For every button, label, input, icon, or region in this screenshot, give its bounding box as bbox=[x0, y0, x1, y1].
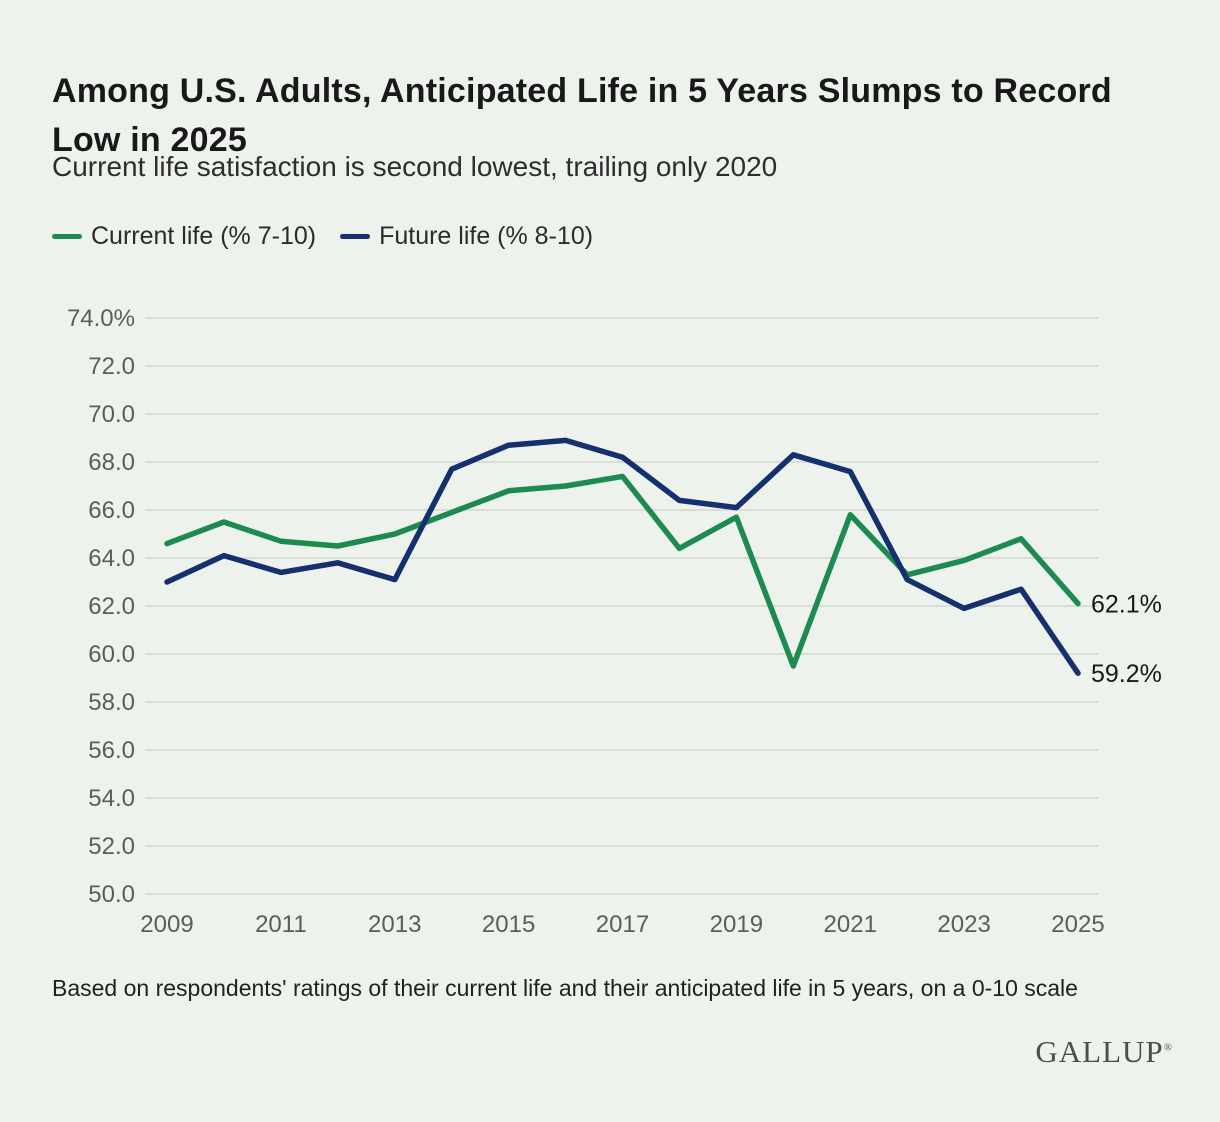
page-title: Among U.S. Adults, Anticipated Life in 5… bbox=[52, 71, 1112, 159]
legend-label: Future life (% 8-10) bbox=[379, 222, 594, 250]
gallup-logo: GALLUP® bbox=[1035, 1034, 1172, 1070]
current-life-line-swatch-icon bbox=[52, 234, 82, 239]
legend-item-current-life: Current life (% 7-10) bbox=[52, 222, 316, 251]
future-life-line-swatch-icon bbox=[340, 234, 371, 239]
y-axis-label: 62.0 bbox=[88, 593, 135, 620]
series-end-label-1: 59.2% bbox=[1091, 660, 1162, 688]
y-axis-label: 52.0 bbox=[88, 833, 135, 860]
x-axis-label: 2013 bbox=[368, 911, 421, 938]
page-subtitle: Current life satisfaction is second lowe… bbox=[52, 151, 778, 182]
x-axis-label: 2019 bbox=[710, 911, 763, 938]
chart-footnote: Based on respondents' ratings of their c… bbox=[52, 975, 1078, 1001]
y-axis-label: 50.0 bbox=[88, 881, 135, 908]
x-axis-label: 2011 bbox=[255, 911, 307, 938]
y-axis-label: 60.0 bbox=[88, 641, 135, 668]
x-axis-label: 2017 bbox=[596, 911, 649, 938]
y-axis-label: 68.0 bbox=[88, 449, 135, 476]
y-axis-label: 64.0 bbox=[88, 545, 135, 572]
series-end-label-0: 62.1% bbox=[1091, 591, 1162, 619]
y-axis-label: 54.0 bbox=[88, 785, 135, 812]
series-line-1 bbox=[164, 437, 1081, 676]
x-axis-label: 2023 bbox=[937, 911, 990, 938]
legend-label: Current life (% 7-10) bbox=[91, 222, 317, 250]
y-axis-label: 70.0 bbox=[88, 401, 135, 428]
registered-mark: ® bbox=[1163, 1041, 1172, 1054]
x-axis-label: 2009 bbox=[140, 911, 193, 938]
legend: Current life (% 7-10) Future life (% 8-1… bbox=[52, 222, 593, 251]
y-axis-label: 58.0 bbox=[88, 689, 135, 716]
series-line-0 bbox=[164, 473, 1081, 669]
y-axis-label: 66.0 bbox=[88, 497, 135, 524]
x-axis-label: 2025 bbox=[1051, 911, 1104, 938]
y-axis-label: 74.0% bbox=[67, 305, 135, 332]
gallup-logo-text: GALLUP bbox=[1035, 1034, 1164, 1069]
legend-item-future-life: Future life (% 8-10) bbox=[340, 222, 593, 251]
x-axis-label: 2015 bbox=[482, 911, 535, 938]
y-axis-label: 72.0 bbox=[88, 353, 135, 380]
y-axis-label: 56.0 bbox=[88, 737, 135, 764]
x-axis-label: 2021 bbox=[824, 911, 877, 938]
